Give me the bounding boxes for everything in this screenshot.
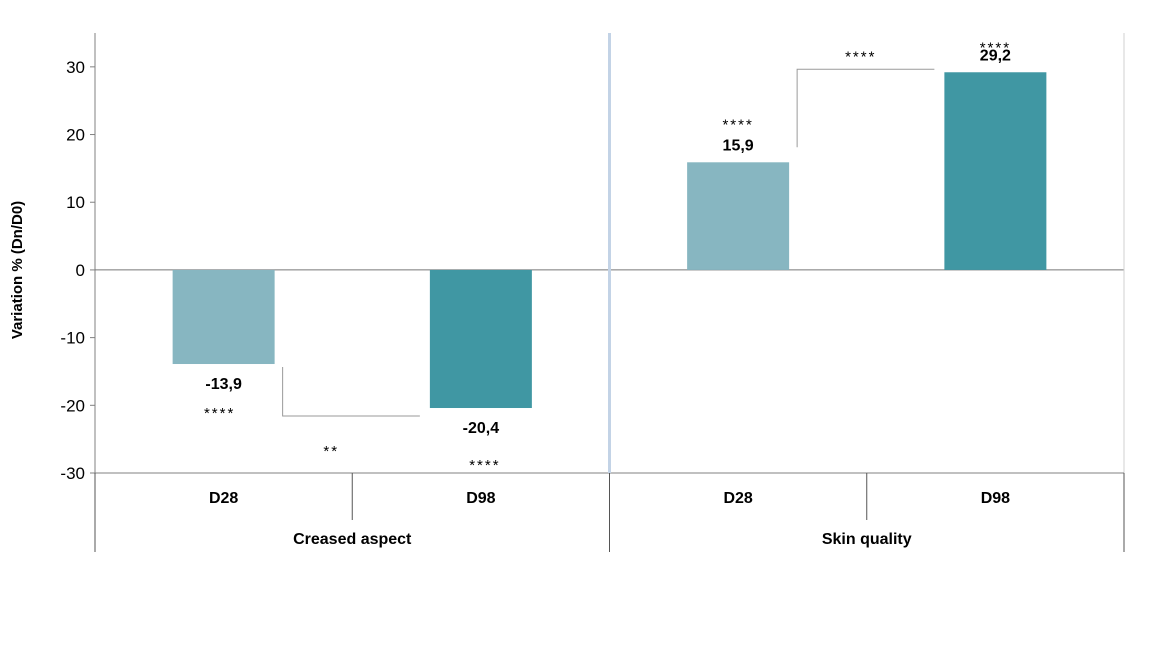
significance-label: ****: [469, 457, 500, 474]
chart-bars: [172, 72, 1047, 409]
x-tick-label: D28: [209, 490, 238, 507]
y-tick-label: -20: [60, 396, 85, 415]
comparison-bracket: [282, 367, 420, 417]
comparison-bracket: [796, 68, 935, 148]
group-label: Creased aspect: [293, 531, 412, 548]
data-label: 29,2: [980, 47, 1011, 64]
y-tick-label: 20: [66, 126, 85, 145]
comparison-significance-label: ****: [845, 48, 876, 65]
y-tick-label: 30: [66, 58, 85, 77]
bar-skin-quality-d98: [944, 72, 1047, 270]
x-tick-label: D98: [466, 490, 495, 507]
data-label: 15,9: [723, 137, 754, 154]
significance-label: ****: [722, 116, 753, 133]
bar-creased-aspect-d28: [172, 269, 275, 365]
chart-labels: 30 20 10 0 -10 -20 -30 Creased aspect D28 -13,9 **…: [60, 39, 1011, 548]
comparison-significance-label: **: [323, 443, 339, 460]
y-tick-label: 10: [66, 193, 85, 212]
bar-creased-aspect-d98: [429, 269, 532, 409]
y-axis-label: Variation % (Dn/D0): [9, 201, 26, 339]
y-tick-label: -30: [60, 464, 85, 483]
significance-label: ****: [204, 405, 235, 422]
y-tick-label: 0: [76, 261, 85, 280]
x-tick-label: D28: [723, 490, 752, 507]
data-label: -13,9: [205, 376, 242, 393]
bar-skin-quality-d28: [687, 162, 790, 270]
x-tick-label: D98: [981, 490, 1010, 507]
y-tick-label: -10: [60, 329, 85, 348]
group-label: Skin quality: [822, 531, 912, 548]
significance-label: ****: [980, 39, 1011, 56]
data-label: -20,4: [463, 420, 500, 437]
